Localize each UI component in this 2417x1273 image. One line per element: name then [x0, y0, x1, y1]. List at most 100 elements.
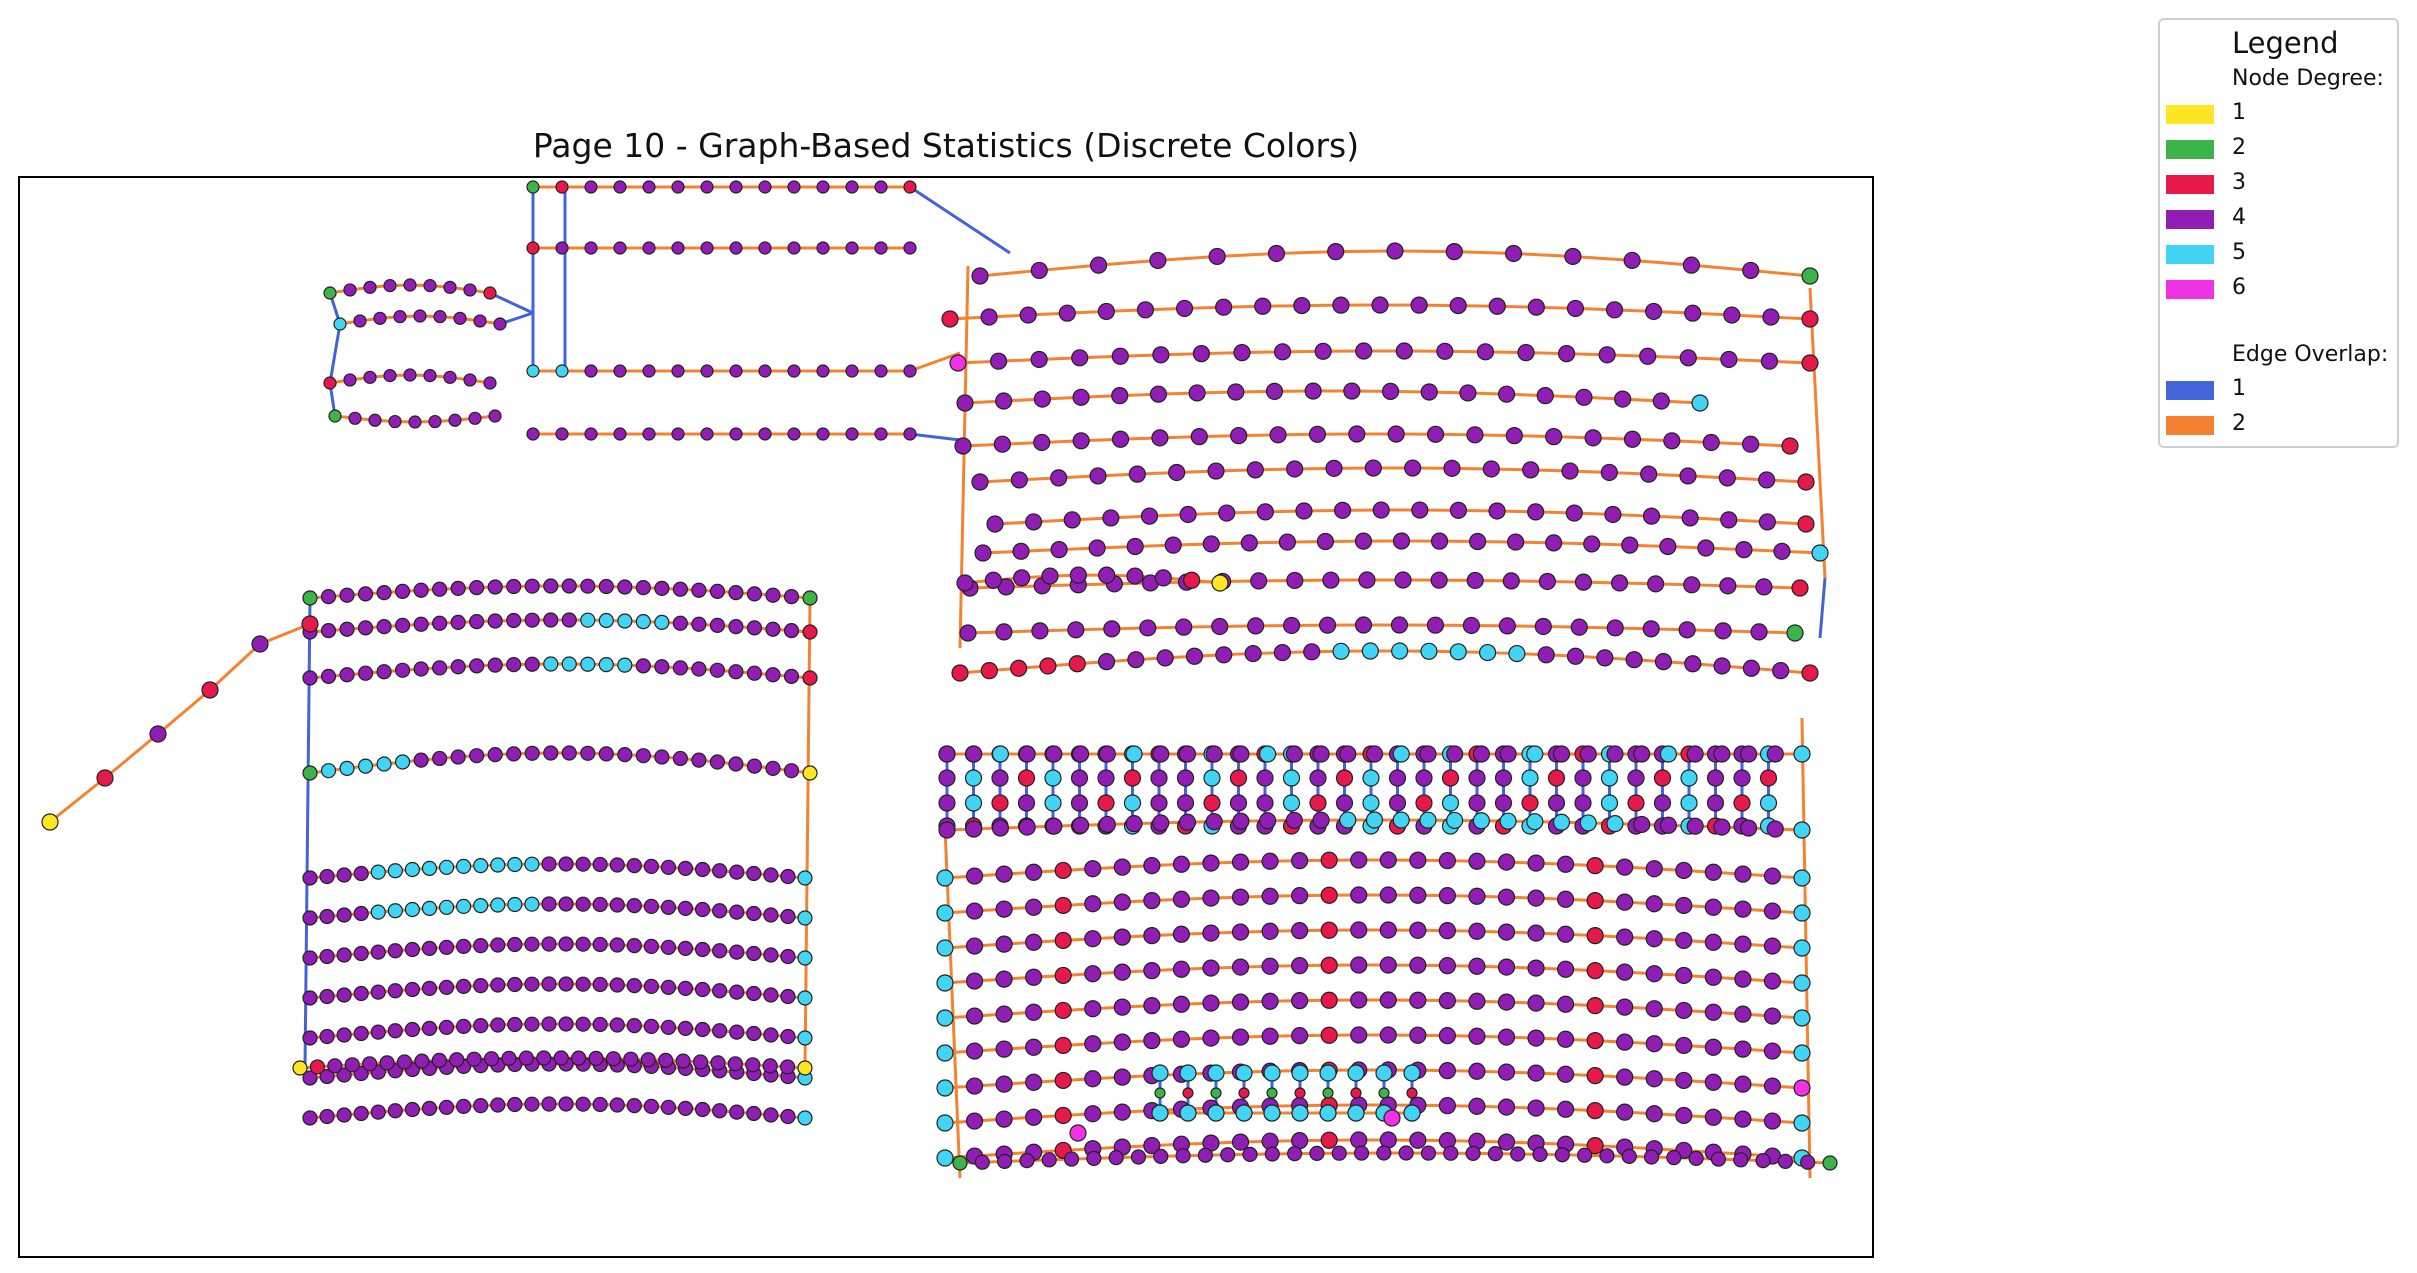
graph-node [677, 860, 694, 876]
graph-node [1202, 535, 1220, 553]
graph-node [1320, 921, 1338, 939]
graph-node [543, 656, 559, 672]
graph-node [1391, 642, 1409, 660]
graph-node [1504, 244, 1523, 263]
graph-node [1704, 1073, 1722, 1091]
graph-node [1379, 921, 1397, 939]
graph-node [1179, 505, 1197, 524]
graph-node [1645, 965, 1663, 983]
graph-node [1502, 572, 1520, 590]
graph-node [1409, 1026, 1427, 1044]
graph-node [438, 939, 455, 955]
graph-node [1143, 927, 1161, 945]
graph-node [1574, 573, 1593, 591]
graph-node [555, 427, 569, 441]
graph-node [1218, 504, 1236, 522]
graph-node [971, 267, 989, 285]
graph-node [1507, 533, 1525, 551]
graph-node [783, 623, 800, 639]
graph-node [1320, 886, 1338, 904]
graph-node [1438, 1027, 1456, 1045]
graph-node [845, 364, 859, 378]
graph-node [691, 752, 707, 768]
graph-node [1468, 1027, 1486, 1045]
graph-edge [208, 642, 262, 692]
graph-node [1714, 622, 1732, 640]
graph-node [1577, 1147, 1593, 1163]
graph-node [1126, 567, 1144, 585]
graph-node [493, 317, 507, 331]
graph-node [1235, 1104, 1253, 1122]
graph-node [438, 1099, 455, 1115]
graph-node [598, 746, 614, 762]
graph-node [1604, 505, 1622, 524]
graph-node [1247, 617, 1265, 635]
graph-node [327, 1058, 343, 1074]
graph-node [640, 1052, 656, 1068]
legend-title: Legend [2232, 26, 2339, 60]
graph-node [363, 370, 377, 384]
graph-node [1350, 1026, 1368, 1044]
graph-node [1098, 815, 1116, 834]
graph-node [387, 943, 403, 959]
graph-node [1449, 643, 1467, 661]
graph-node [1498, 617, 1516, 635]
graph-node [965, 745, 983, 763]
graph-node [1773, 542, 1791, 560]
graph-node [677, 900, 694, 916]
graph-node [993, 435, 1011, 453]
graph-node [469, 614, 485, 630]
graph-node [1478, 643, 1497, 662]
legend-label: 2 [2232, 135, 2246, 160]
graph-node [543, 578, 559, 594]
graph-node [1172, 890, 1191, 908]
graph-node [1394, 571, 1412, 589]
graph-node [1623, 251, 1641, 270]
graph-node [1312, 745, 1330, 763]
graph-node [1781, 437, 1799, 455]
graph-node [319, 868, 335, 885]
graph-node [1675, 1001, 1693, 1020]
graph-node [1438, 922, 1456, 940]
graph-node [903, 241, 917, 255]
graph-node [343, 283, 357, 297]
graph-node [1010, 659, 1028, 677]
graph-node [642, 364, 656, 378]
graph-node [1123, 769, 1142, 787]
graph-node [694, 1021, 711, 1038]
graph-node [1645, 895, 1663, 913]
graph-node [1025, 1038, 1043, 1056]
graph-node [1240, 534, 1258, 552]
graph-node [584, 427, 598, 441]
graph-node [320, 668, 337, 684]
graph-node [1231, 993, 1250, 1011]
graph-node [490, 1017, 506, 1033]
graph-node [1261, 992, 1279, 1010]
graph-node [1510, 1146, 1526, 1162]
graph-node [1633, 815, 1651, 834]
graph-node [1659, 816, 1678, 834]
graph-node [1643, 1149, 1660, 1165]
graph-node [1230, 427, 1248, 445]
graph-node [1320, 991, 1338, 1009]
graph-node [1197, 1147, 1213, 1163]
graph-node [1441, 769, 1460, 787]
graph-node [1565, 504, 1583, 522]
graph-edge [1157, 254, 1218, 262]
graph-node [353, 945, 369, 962]
graph-node [965, 1042, 984, 1060]
graph-node [1793, 869, 1811, 887]
graph-node [1172, 995, 1191, 1013]
graph-node [1025, 1073, 1043, 1091]
graph-node [1316, 532, 1335, 551]
graph-node [1734, 935, 1752, 953]
graph-node [473, 898, 489, 914]
graph-node [1205, 813, 1223, 831]
graph-node [845, 241, 859, 255]
graph-node [561, 745, 577, 761]
graph-node [1291, 992, 1309, 1010]
graph-node [1172, 855, 1191, 873]
legend-swatch [2166, 381, 2214, 400]
graph-node [1505, 427, 1523, 445]
graph-node [1793, 1114, 1811, 1132]
